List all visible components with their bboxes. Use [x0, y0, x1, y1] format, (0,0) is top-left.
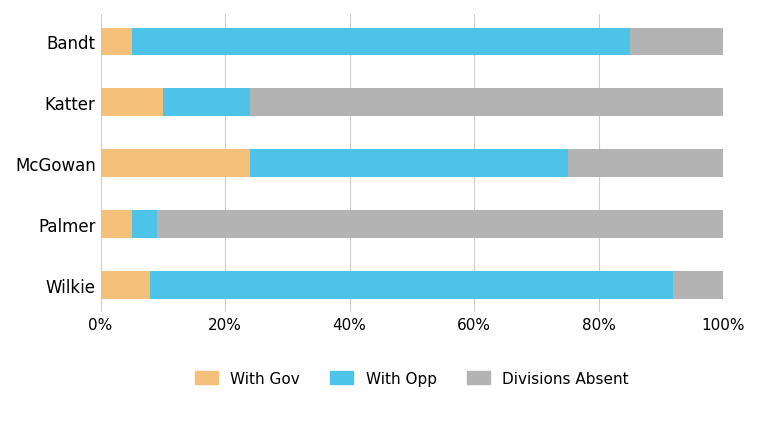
Bar: [250, 150, 568, 178]
Bar: [100, 211, 131, 238]
Bar: [131, 211, 157, 238]
Bar: [150, 272, 673, 299]
Bar: [568, 150, 724, 178]
Bar: [250, 89, 724, 117]
Bar: [100, 89, 163, 117]
Legend: With Gov, With Opp, Divisions Absent: With Gov, With Opp, Divisions Absent: [189, 365, 635, 392]
Bar: [100, 272, 150, 299]
Bar: [131, 29, 630, 56]
Bar: [163, 89, 250, 117]
Bar: [630, 29, 724, 56]
Bar: [157, 211, 724, 238]
Bar: [673, 272, 724, 299]
Bar: [100, 29, 131, 56]
Bar: [100, 150, 250, 178]
